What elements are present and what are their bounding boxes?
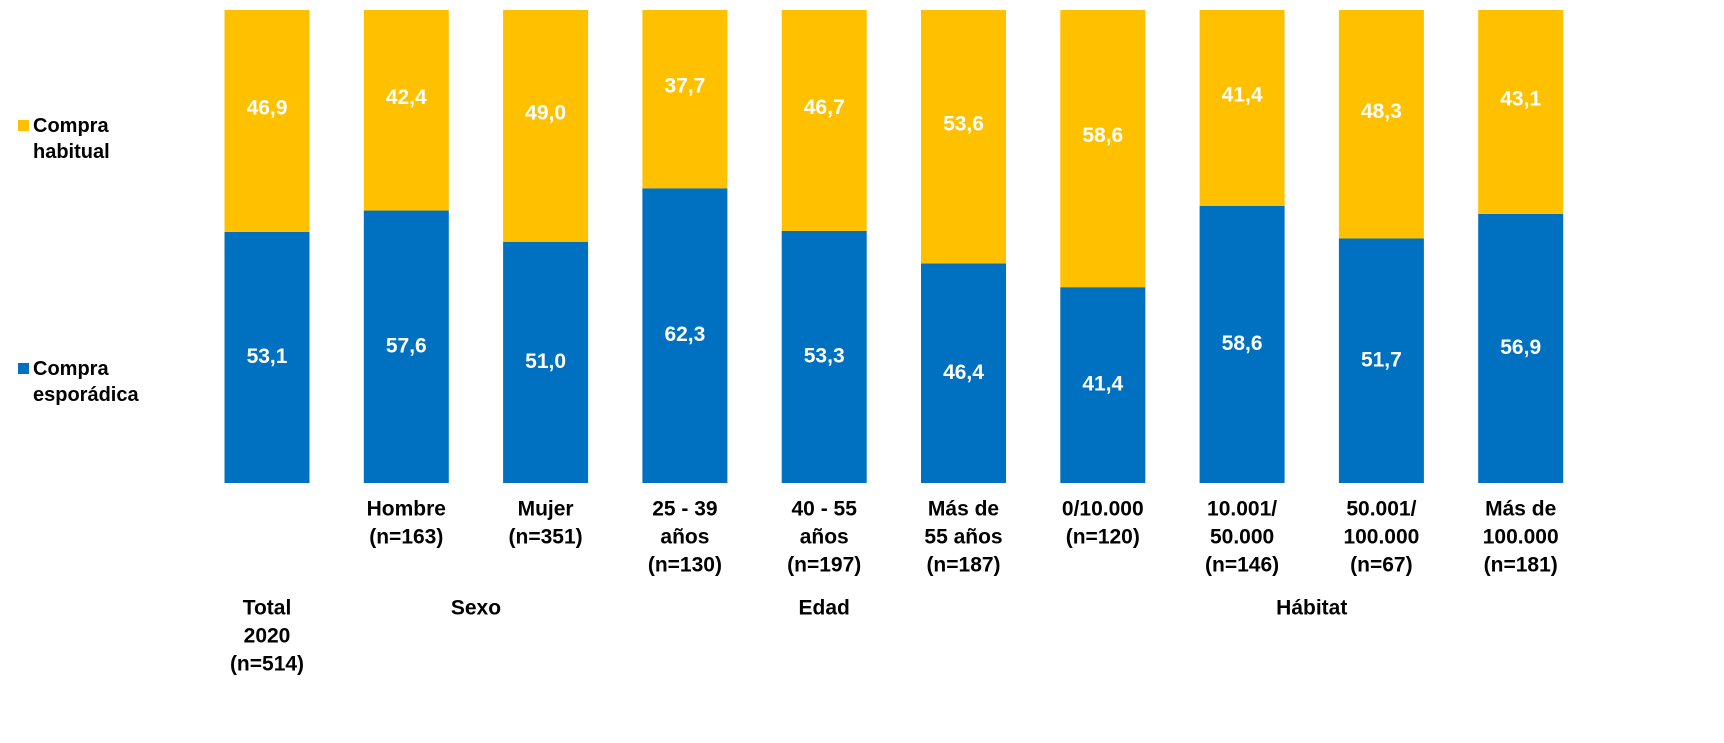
x-tick-label: (n=163) — [369, 526, 443, 549]
data-label: 62,3 — [664, 323, 705, 346]
data-label: 46,9 — [247, 96, 288, 119]
bar-segment — [1199, 10, 1285, 206]
x-tick-label: Más de — [928, 498, 999, 521]
x-tick-label: años — [800, 526, 849, 549]
data-label: 58,6 — [1082, 124, 1123, 147]
x-tick-label: 55 años — [924, 526, 1002, 549]
x-tick-label: Hombre — [367, 498, 446, 521]
x-tick-label: (n=181) — [1484, 554, 1558, 577]
bar-segment — [642, 188, 728, 484]
x-tick-label: (n=187) — [926, 554, 1000, 577]
data-label: 58,6 — [1222, 332, 1263, 355]
data-label: 46,7 — [804, 96, 845, 119]
x-tick-label: 50.000 — [1210, 526, 1274, 549]
bar-segment — [1478, 10, 1564, 214]
x-tick-label: 40 - 55 — [792, 498, 858, 521]
x-tick-label: (n=120) — [1066, 526, 1140, 549]
data-label: 53,6 — [943, 112, 984, 135]
data-label: 57,6 — [386, 334, 427, 357]
bar-segment — [503, 10, 589, 242]
data-label: 53,1 — [247, 345, 288, 368]
bar-segment — [1338, 10, 1424, 239]
group-label: 2020 — [244, 625, 291, 648]
bar-segment — [921, 263, 1006, 483]
data-label: 43,1 — [1500, 87, 1541, 110]
group-label: (n=514) — [230, 653, 304, 676]
bar-segment — [1478, 213, 1564, 483]
bar-segment — [363, 210, 449, 483]
x-tick-label: (n=197) — [787, 554, 861, 577]
x-tick-label: 0/10.000 — [1062, 498, 1144, 521]
legend-swatch — [18, 363, 29, 374]
bar-segment — [1338, 238, 1424, 483]
bar-segment — [224, 10, 310, 232]
x-tick-label: (n=351) — [509, 526, 583, 549]
x-tick-label: 100.000 — [1343, 526, 1419, 549]
group-label: Edad — [799, 597, 850, 620]
bar-segment — [921, 10, 1006, 264]
bar-segment — [503, 241, 589, 483]
legend-label: Compra esporádica — [33, 358, 139, 406]
x-tick-label: 25 - 39 — [652, 498, 717, 521]
group-label: Hábitat — [1276, 597, 1347, 620]
bar-segment — [1060, 10, 1146, 288]
bar-segment — [1060, 287, 1146, 483]
bar-segment — [1199, 205, 1285, 483]
data-label: 42,4 — [386, 86, 427, 109]
legend-swatch — [18, 120, 29, 131]
x-tick-label: (n=130) — [648, 554, 722, 577]
x-tick-label: 50.001/ — [1346, 498, 1416, 521]
bar-segment — [224, 231, 310, 483]
group-label: Total — [243, 597, 292, 620]
data-label: 37,7 — [664, 75, 705, 98]
x-tick-label: 100.000 — [1483, 526, 1559, 549]
bar-segment — [363, 10, 449, 211]
data-label: 46,4 — [943, 361, 984, 384]
data-label: 49,0 — [525, 101, 566, 124]
data-label: 41,4 — [1082, 373, 1123, 396]
legend-label: Compra habitual — [33, 115, 110, 163]
data-label: 51,0 — [525, 350, 566, 373]
x-tick-label: 10.001/ — [1207, 498, 1277, 521]
x-tick-label: (n=67) — [1350, 554, 1412, 577]
x-tick-label: (n=146) — [1205, 554, 1279, 577]
bar-segment — [781, 230, 867, 483]
data-label: 51,7 — [1361, 348, 1402, 371]
x-tick-label: años — [660, 526, 709, 549]
data-label: 53,3 — [804, 344, 845, 367]
data-label: 41,4 — [1222, 83, 1263, 106]
group-label: Sexo — [451, 597, 501, 620]
bar-segment — [781, 10, 867, 231]
legend-item: Compra esporádica — [18, 356, 153, 408]
legend-item: Compra habitual — [18, 113, 153, 165]
x-tick-label: Más de — [1485, 498, 1556, 521]
data-label: 56,9 — [1500, 336, 1541, 359]
bar-segment — [642, 10, 728, 189]
data-label: 48,3 — [1361, 100, 1402, 123]
x-tick-label: Mujer — [518, 498, 574, 521]
